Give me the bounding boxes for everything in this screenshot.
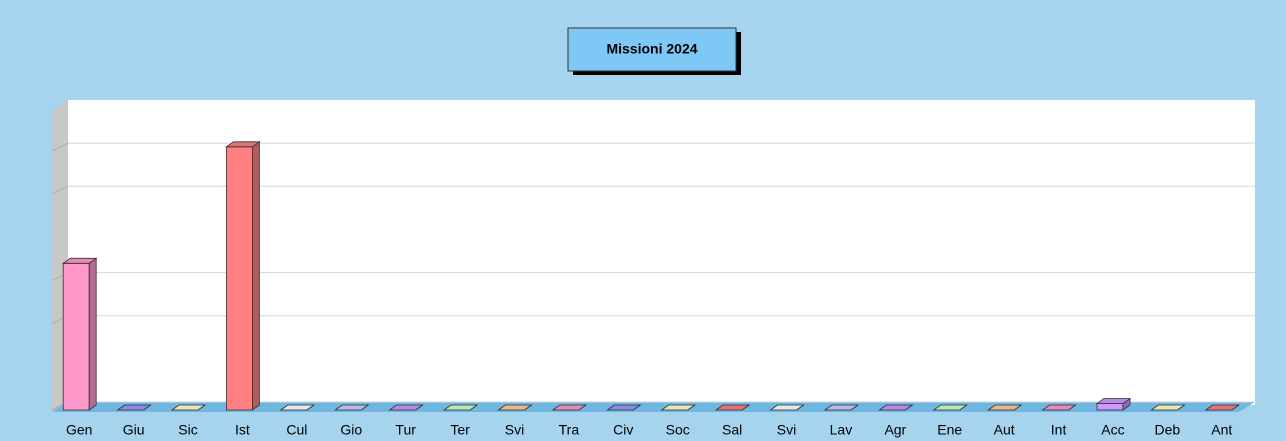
bar-top	[225, 141, 261, 148]
bar-top	[170, 404, 207, 411]
bar-top	[878, 404, 914, 411]
wall-grid-line	[51, 185, 69, 195]
x-tick-label: Lav	[830, 422, 853, 438]
bar-top	[388, 404, 424, 411]
x-tick-label: Svi	[777, 422, 796, 438]
x-tick-label: Gen	[66, 422, 92, 438]
x-tick-label: Giu	[123, 422, 145, 438]
x-tick-label: Soc	[666, 422, 690, 438]
bar-front	[1096, 403, 1124, 411]
chart-title: Missioni 2024	[606, 41, 697, 57]
bar-top	[1150, 404, 1186, 411]
bars	[61, 141, 1241, 411]
x-tick-label: Ter	[450, 422, 470, 438]
bar-top	[823, 404, 860, 411]
bar-top	[1204, 404, 1241, 411]
x-tick-label: Ene	[937, 422, 962, 438]
back-wall	[68, 100, 1255, 405]
x-tick-label: Tra	[559, 422, 580, 438]
bar-top	[1041, 404, 1077, 411]
x-tick-label: Deb	[1155, 422, 1181, 438]
x-tick-label: Civ	[613, 422, 633, 438]
wall-grid-line	[51, 142, 69, 152]
x-tick-label: Svi	[505, 422, 524, 438]
bar-top	[497, 404, 533, 411]
bar-top	[551, 404, 588, 411]
bar-top	[932, 404, 968, 411]
x-tick-label: Sal	[722, 422, 742, 438]
bar-top	[769, 404, 805, 411]
bar-top	[660, 404, 696, 411]
x-tick-label: Tur	[395, 422, 416, 438]
x-tick-label: Ist	[235, 422, 250, 438]
bar-top	[116, 404, 152, 411]
bar-top	[334, 404, 370, 411]
bar-top	[606, 404, 642, 411]
grid	[51, 142, 1255, 411]
bar-side	[252, 141, 260, 411]
x-tick-label: Sic	[178, 422, 197, 438]
bar-top	[986, 404, 1023, 411]
x-tick-label: Cul	[286, 422, 307, 438]
x-tick-label: Ant	[1211, 422, 1232, 438]
x-tick-label: Acc	[1101, 422, 1124, 438]
bar-front	[62, 262, 90, 411]
bar-top	[1095, 398, 1132, 404]
bar-side	[88, 257, 97, 411]
bar-top	[61, 257, 98, 264]
bar-top	[714, 404, 751, 411]
title-box	[567, 27, 737, 72]
x-tick-label: Agr	[884, 422, 906, 438]
x-tick-label: Int	[1051, 422, 1067, 438]
bar-top	[279, 404, 316, 411]
bar-front	[226, 146, 253, 411]
bar-top	[442, 404, 479, 411]
x-tick-label: Gio	[340, 422, 362, 438]
x-tick-label: Aut	[994, 422, 1015, 438]
